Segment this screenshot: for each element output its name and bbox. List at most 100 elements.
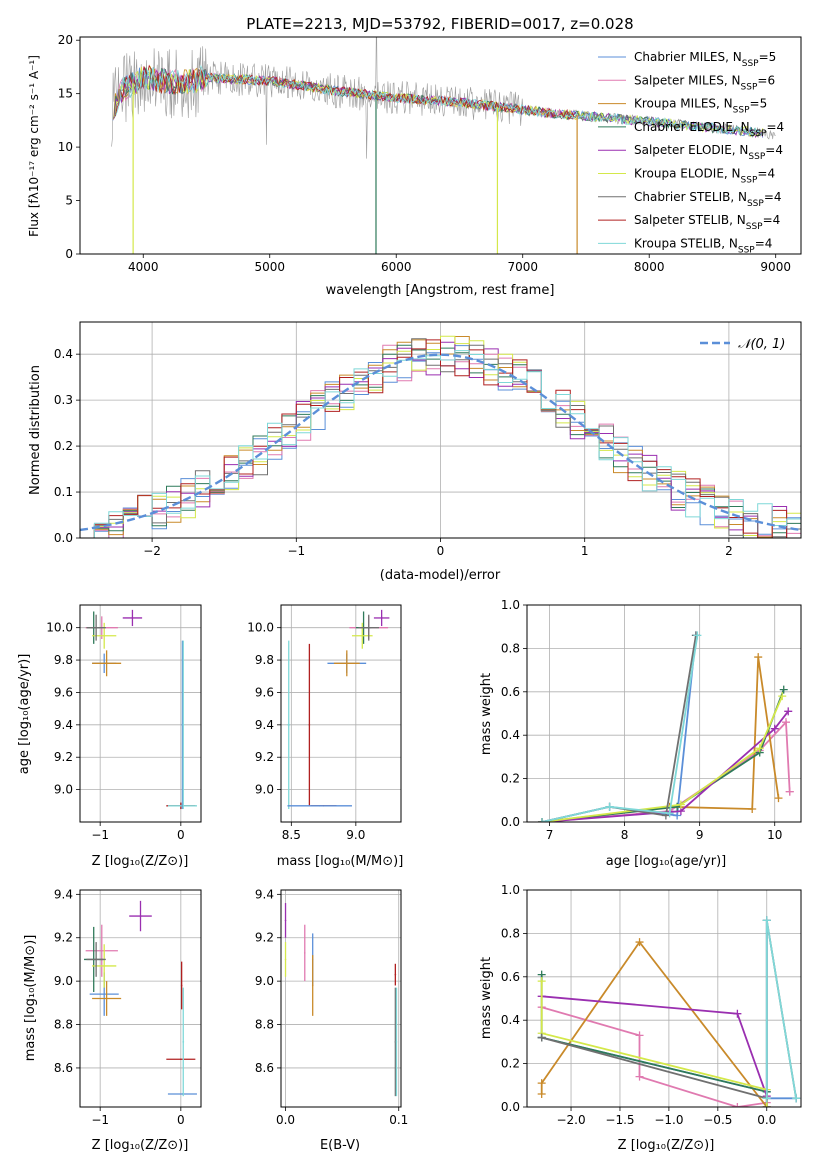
y-tick-label: 8.6 [255,1061,274,1075]
y-tick-label: 9.6 [255,685,274,699]
plus-marker [635,1031,644,1040]
gaussian-legend-label: 𝒩(0, 1) [738,337,785,352]
data-point [105,997,108,1000]
y-tick-label: 9.6 [54,685,73,699]
x-tick-label: 7000 [507,260,538,274]
axes-frame [280,604,402,823]
weight-vs-age-panel: age [log₁₀(age/yr)] mass weight 7 8 9 10 0.0… [479,598,802,869]
x-tick-label: 0 [437,544,445,558]
plot-area [284,903,398,1097]
x-tick-label: 8.5 [282,828,301,842]
model-spectrum-kroupa_stelib [115,64,763,138]
residuals-panel: (data-model)/error Normed distribution −… [28,321,802,583]
y-tick-label: 8.8 [54,1018,73,1032]
x-tick-label: 0.0 [757,1113,776,1127]
y-tick-label: 9.8 [255,653,274,667]
y-tick-label: 0.2 [501,772,520,786]
y-tick-label: 10.0 [46,621,73,635]
series-line-kroupa_elodie [541,695,784,822]
data-point [395,1041,398,1043]
age-vs-Z-xlabel: Z [log₁₀(Z/Z⊙)] [92,854,189,869]
gaussian-curve [80,353,801,532]
x-tick-label: 0.1 [389,1113,408,1127]
y-tick-label: 0.2 [501,1057,520,1071]
y-tick-label: 5 [65,194,73,208]
y-tick-label: 9.4 [255,887,274,901]
spectrum-title: PLATE=2213, MJD=53792, FIBERID=0017, z=0… [246,15,633,33]
mass-vs-Z-ylabel: mass [log₁₀(M/M⊙)] [23,935,38,1062]
plus-marker [779,685,788,694]
x-tick-label: −1 [287,544,305,558]
y-tick-label: 0.8 [501,641,520,655]
y-tick-label: 20 [58,33,73,47]
y-tick-label: 9.0 [54,974,73,988]
y-tick-label: 8.6 [54,1061,73,1075]
histogram-salpeter_stelib [80,339,801,538]
plus-marker [635,938,644,947]
y-tick-label: 0.6 [501,685,520,699]
x-tick-label: 10 [767,828,782,842]
age-vs-Z-panel: Z [log₁₀(Z/Z⊙)] age [log₁₀(age/yr)] −1 0 9… [17,604,202,869]
y-tick-label: 0.0 [501,1100,520,1114]
data-point [182,724,185,726]
series-line-salpeter_elodie [541,710,789,822]
data-point [394,1041,397,1043]
plot-area [80,335,801,538]
y-tick-label: 8.8 [255,1018,274,1032]
axes-frame [280,889,402,1108]
y-tick-label: 9.2 [54,750,73,764]
y-tick-label: 1.0 [501,883,520,897]
plot-area [111,37,776,254]
axes-frame [526,604,802,823]
mass-vs-Z-panel: Z [log₁₀(Z/Z⊙)] mass [log₁₀(M/M⊙)] −1 0 8.… [23,887,202,1153]
plus-marker [785,787,794,796]
data-point [287,724,290,726]
residuals-ylabel: Normed distribution [28,365,43,495]
mass-vs-Z-xlabel: Z [log₁₀(Z/Z⊙)] [92,1138,189,1153]
plus-marker [778,692,787,701]
data-point [284,958,287,961]
data-point [367,626,370,629]
data-point [380,617,383,619]
series-line-kroupa_miles [540,940,768,1107]
x-tick-label: 2 [725,544,733,558]
data-point [105,662,108,665]
plus-marker [676,800,685,809]
weight-vs-age-xlabel: age [log₁₀(age/yr)] [606,854,727,869]
weight-vs-Z-xlabel: Z [log₁₀(Z/Z⊙)] [618,1138,715,1153]
y-tick-label: 10 [58,140,73,154]
x-tick-label: 4000 [128,260,159,274]
data-point [95,626,97,629]
y-tick-label: 9.0 [255,974,274,988]
x-tick-label: 0 [177,1113,185,1127]
axes-frame [526,889,802,1108]
y-tick-label: 0.4 [501,728,520,742]
y-tick-label: 0.0 [54,531,73,545]
data-point [311,984,314,987]
data-point [100,949,103,952]
age-vs-Z-ylabel: age [log₁₀(age/yr)] [17,654,32,775]
y-tick-label: 10.0 [247,621,274,635]
data-point [139,915,142,917]
plot-area [537,916,801,1107]
plus-marker [762,1103,771,1107]
spectrum-xlabel: wavelength [Angstrom, rest frame] [326,283,555,298]
axes-frame [79,604,202,823]
x-tick-label: 0 [177,828,185,842]
x-tick-label: −2 [143,544,161,558]
data-point [303,952,306,954]
residuals-xlabel: (data-model)/error [380,568,501,583]
y-tick-label: 0.2 [54,439,73,453]
plus-marker [784,707,793,716]
plus-marker [665,809,674,818]
spectrum-ylabel: Flux [fλ10⁻¹⁷ erg cm⁻² s⁻¹ A⁻¹] [27,55,41,237]
y-tick-label: 0.3 [54,393,73,407]
x-tick-label: −1.0 [654,1113,683,1127]
y-tick-label: 9.0 [54,783,73,797]
data-point [95,958,97,961]
x-tick-label: 9 [696,828,704,842]
x-tick-label: 7 [546,828,554,842]
histogram-chabrier_stelib [80,338,801,538]
